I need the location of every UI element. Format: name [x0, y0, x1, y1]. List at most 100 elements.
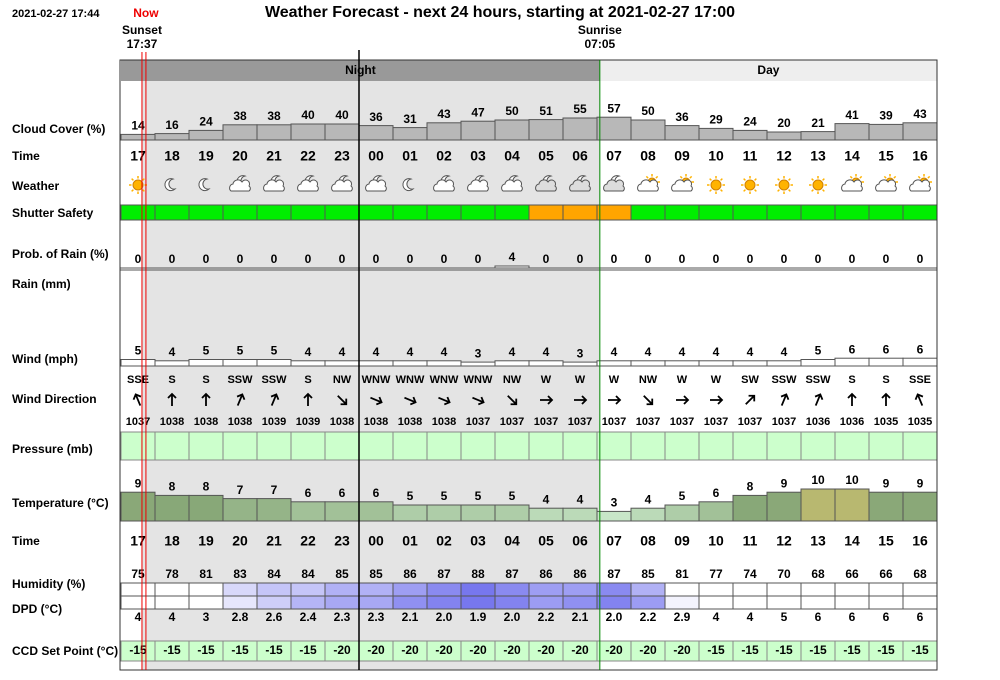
sun: [778, 179, 790, 191]
ccd-value: -20: [571, 643, 589, 657]
wind-dir: SSW: [261, 374, 287, 386]
hour: 00: [368, 533, 384, 549]
arrow: [914, 393, 924, 406]
ccd-value: -15: [809, 643, 827, 657]
hour: 16: [912, 148, 928, 164]
rain-prob-bar-value: 0: [237, 252, 244, 266]
row-label: Shutter Safety: [12, 206, 94, 220]
dpd-cell: [562, 595, 598, 610]
ccd-value: -20: [639, 643, 657, 657]
arrow: [574, 395, 588, 405]
wind-bar-value: 4: [747, 345, 754, 359]
wind-arrow: [676, 395, 690, 405]
hour: 21: [266, 533, 282, 549]
arrow: [608, 395, 622, 405]
row-label: Time: [12, 534, 40, 548]
dpd-cell: [630, 595, 666, 610]
temperature-bar-value: 5: [441, 489, 448, 503]
weather-icon: [809, 176, 827, 194]
wind-bar-value: 5: [135, 344, 142, 358]
ccd-value: -20: [605, 643, 623, 657]
weather-icon: [129, 176, 147, 194]
rain-prob-bar-value: 0: [543, 252, 550, 266]
dpd-value: 4: [169, 610, 176, 624]
wind-arrow: [574, 395, 588, 405]
wind-bar-value: 3: [577, 346, 584, 360]
dpd-value: 2.9: [674, 610, 691, 624]
temperature-bar: [596, 510, 632, 522]
humidity-cell: [698, 582, 734, 597]
shutter-cell: [494, 204, 530, 221]
wind-bar: [630, 360, 666, 367]
wind-arrow: [881, 392, 891, 406]
humidity-value: 85: [335, 567, 349, 581]
pressure-cell: [766, 431, 802, 461]
ray: [720, 178, 723, 181]
cloud-bar-value: 40: [335, 108, 349, 122]
dpd-value: 4: [747, 610, 754, 624]
cloud-bar-value: 55: [573, 102, 587, 116]
row-label: CCD Set Point (°C): [12, 644, 118, 658]
humidity-cell: [154, 582, 190, 597]
humidity-value: 86: [539, 567, 553, 581]
pressure-cell: [392, 431, 428, 461]
cloud: [433, 179, 455, 192]
temperature-bar-value: 9: [883, 476, 890, 490]
cloud-bar: [494, 119, 530, 141]
wind-arrow: [370, 396, 383, 406]
cloud-bar: [290, 123, 326, 141]
arrow: [337, 395, 348, 406]
dpd-cell: [154, 595, 190, 610]
shutter-cell: [562, 204, 598, 221]
humidity-cell: [120, 582, 156, 597]
weather-icon: [569, 175, 591, 192]
temperature-bar-value: 10: [811, 473, 825, 487]
weather-icon: [198, 178, 211, 192]
ray: [893, 175, 897, 179]
day-label: Day: [757, 63, 779, 77]
cloud-bar: [562, 117, 598, 141]
rain-prob-bar-value: 0: [747, 252, 754, 266]
pressure-cell: [732, 431, 768, 461]
ccd-value: -15: [197, 643, 215, 657]
wind-bar-value: 4: [543, 345, 550, 359]
humidity-cell: [256, 582, 292, 597]
rain-prob-bar-value: 0: [373, 252, 380, 266]
wind-bar: [800, 359, 836, 367]
hour: 09: [674, 148, 690, 164]
temperature-bar: [834, 488, 870, 522]
ray: [754, 178, 757, 181]
arrow: [472, 396, 485, 406]
dpd-cell: [902, 595, 938, 610]
humidity-value: 86: [573, 567, 587, 581]
wind-dir: WNW: [396, 374, 425, 386]
title: Weather Forecast - next 24 hours, starti…: [265, 4, 735, 21]
ccd-value: -15: [911, 643, 929, 657]
weather-icon: [671, 174, 694, 192]
temperature-bar-value: 5: [509, 489, 516, 503]
temperature-bar: [732, 494, 768, 522]
temperature-bar: [902, 491, 938, 522]
ray: [788, 178, 791, 181]
hour: 13: [810, 148, 826, 164]
wind-bar: [222, 359, 258, 367]
wind-dir: SSW: [805, 374, 831, 386]
ccd-value: -15: [265, 643, 283, 657]
humidity-cell: [222, 582, 258, 597]
humidity-cell: [324, 582, 360, 597]
weather-icon: [331, 175, 353, 192]
moon: [164, 178, 177, 192]
pressure-value: 1037: [602, 416, 626, 428]
cloud-bar-value: 31: [403, 112, 417, 126]
cloud-bar: [596, 116, 632, 141]
cloud-bar-value: 51: [539, 104, 553, 118]
ray: [811, 189, 814, 192]
shutter-cell: [596, 204, 632, 221]
temperature-bar: [562, 507, 598, 522]
arrow: [167, 392, 177, 406]
ccd-value: -20: [469, 643, 487, 657]
row-label: Rain (mm): [12, 277, 71, 291]
wind-bar: [766, 360, 802, 367]
arrow: [438, 396, 451, 406]
cloud-bar: [528, 119, 564, 141]
